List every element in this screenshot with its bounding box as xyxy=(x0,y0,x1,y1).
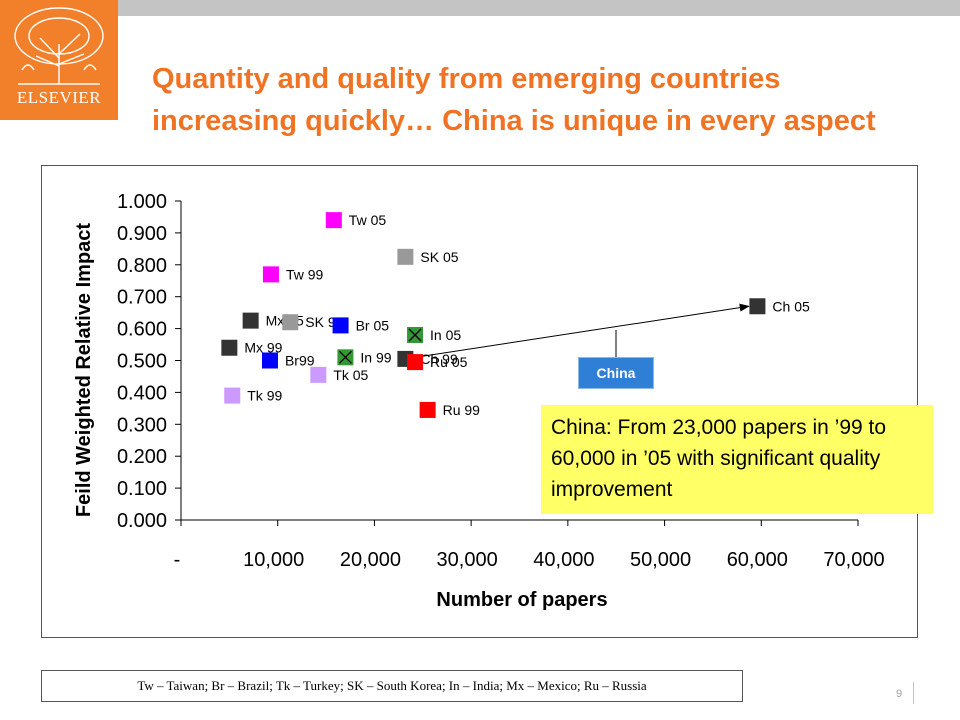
point-label: Tk 05 xyxy=(333,367,368,383)
point-label: Br 05 xyxy=(356,317,390,333)
data-point: Ru 99 xyxy=(419,401,481,418)
arrow-layer xyxy=(405,303,750,360)
callout-box: China: From 23,000 papers in ’99 to 60,0… xyxy=(541,405,933,514)
y-tick-label: 0.600 xyxy=(117,319,167,341)
title-line-1: Quantity and quality from emerging count… xyxy=(152,63,781,95)
data-point: Ch 05 xyxy=(749,298,810,315)
x-axis-title: Number of papers xyxy=(436,589,607,611)
data-point: Tw 05 xyxy=(325,212,387,229)
point-label: In 99 xyxy=(360,349,391,365)
growth-arrow xyxy=(405,303,750,360)
point-label: SK 05 xyxy=(420,249,458,265)
x-tick-label: 10,000 xyxy=(243,549,304,571)
point-label: Tw 99 xyxy=(286,266,324,282)
china-label: China xyxy=(578,357,654,389)
tree-logo-icon xyxy=(14,7,104,85)
data-point: Mx 99 xyxy=(221,339,283,356)
x-tick-label: 40,000 xyxy=(533,549,594,571)
point-label: Ch 99 xyxy=(420,351,458,367)
x-tick-label: 20,000 xyxy=(340,549,401,571)
data-point: Tk 05 xyxy=(310,366,369,383)
point-marker xyxy=(221,339,238,356)
point-marker xyxy=(749,298,766,315)
point-marker xyxy=(261,352,278,369)
point-marker xyxy=(325,212,342,229)
data-point: Tw 99 xyxy=(262,266,324,283)
data-point: Ru 05 xyxy=(407,354,468,371)
y-tick-label: 0.000 xyxy=(117,510,167,532)
point-label: Mx 99 xyxy=(244,340,282,356)
data-point: In 99 xyxy=(337,349,392,366)
point-cross xyxy=(408,328,422,342)
title-line-2: increasing quickly… China is unique in e… xyxy=(152,105,876,137)
y-tick-label: 0.700 xyxy=(117,287,167,309)
y-axis-title: Feild Weighted Relative Impact xyxy=(73,223,95,517)
point-label: In 05 xyxy=(430,327,461,343)
x-tick-label: - xyxy=(174,549,181,571)
point-label: Tk 99 xyxy=(247,388,282,404)
point-marker xyxy=(310,366,327,383)
point-marker xyxy=(242,312,259,329)
point-label: Ru 05 xyxy=(430,354,468,370)
y-tick-label: 1.000 xyxy=(117,191,167,213)
y-tick-label: 0.800 xyxy=(117,255,167,277)
x-tick-label: 50,000 xyxy=(630,549,691,571)
y-tick-label: 0.300 xyxy=(117,414,167,436)
point-marker xyxy=(332,317,349,334)
y-tick-label: 0.100 xyxy=(117,478,167,500)
point-marker xyxy=(407,354,424,371)
point-marker xyxy=(262,266,279,283)
data-point: Br99 xyxy=(261,352,315,369)
data-point: In 05 xyxy=(407,326,461,343)
point-cross xyxy=(338,350,352,364)
point-marker xyxy=(419,401,436,418)
data-point: SK 05 xyxy=(397,248,459,265)
y-tick-label: 0.400 xyxy=(117,382,167,404)
slide-title: Quantity and quality from emerging count… xyxy=(152,58,952,142)
y-tick-label: 0.200 xyxy=(117,446,167,468)
x-tick-label: 60,000 xyxy=(727,549,788,571)
point-label: Ch 05 xyxy=(772,298,810,314)
axes: 0.000 0.100 0.200 0.300 0.400 0.500 0.600 0.700… xyxy=(117,191,885,571)
y-tick-label: 0.900 xyxy=(117,223,167,245)
data-point: Br 05 xyxy=(332,317,390,334)
x-tick-label: 30,000 xyxy=(437,549,498,571)
elsevier-logo: ELSEVIER xyxy=(0,0,118,120)
page-number: 9 xyxy=(896,688,903,700)
page-divider xyxy=(913,682,914,704)
point-label: Tw 05 xyxy=(349,212,387,228)
point-label: Br99 xyxy=(285,353,315,369)
country-abbreviations-legend: Tw – Taiwan; Br – Brazil; Tk – Turkey; S… xyxy=(41,670,743,702)
point-marker xyxy=(397,248,414,265)
data-point: Tk 99 xyxy=(224,387,282,404)
y-tick-label: 0.500 xyxy=(117,351,167,373)
x-tick-label: 70,000 xyxy=(823,549,884,571)
top-bar xyxy=(118,0,960,16)
point-marker xyxy=(282,314,299,331)
chart-frame xyxy=(41,165,918,638)
point-marker xyxy=(224,387,241,404)
point-label: Ru 99 xyxy=(443,402,481,418)
logo-text: ELSEVIER xyxy=(16,88,102,107)
